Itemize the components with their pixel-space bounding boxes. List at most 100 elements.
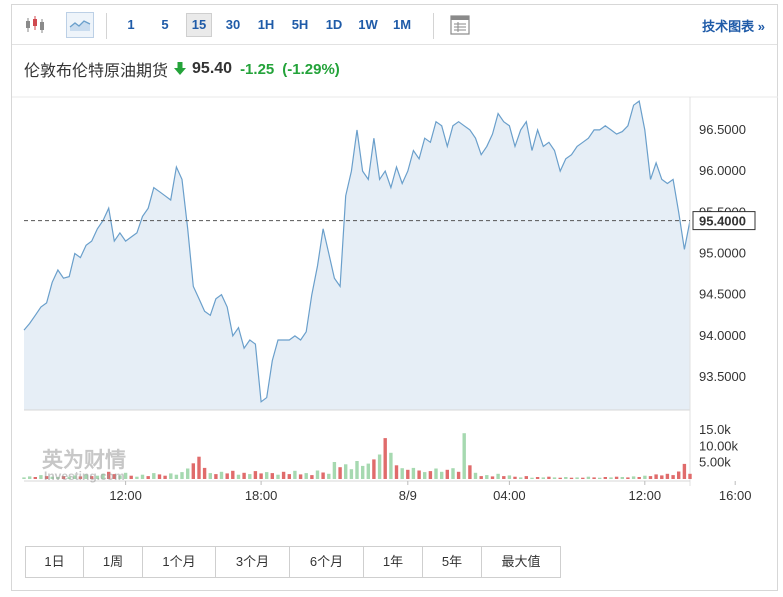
y-axis-ticks: 96.500096.000095.500095.000094.500094.00… <box>699 122 746 384</box>
volume-bar <box>496 473 500 479</box>
volume-bar <box>575 477 579 479</box>
volume-bar <box>541 477 545 479</box>
volume-bar <box>225 473 229 479</box>
volume-bar <box>530 477 534 479</box>
volume-bar <box>626 477 630 479</box>
volume-bar <box>677 471 681 479</box>
volume-bar <box>332 462 337 479</box>
timeframe-5[interactable]: 5 <box>161 17 169 32</box>
price-change: -1.25 <box>240 60 275 78</box>
timeframe-1[interactable]: 1 <box>127 17 135 32</box>
last-price: 95.40 <box>192 60 233 77</box>
volume-bar <box>180 472 184 479</box>
volume-bar <box>140 474 145 479</box>
volume-tick-label: 15.0k <box>699 422 731 437</box>
timeframe-1h[interactable]: 1H <box>257 17 275 32</box>
timeframe-1d[interactable]: 1D <box>325 17 343 32</box>
volume-bar <box>123 472 128 479</box>
y-tick-label: 95.0000 <box>699 246 746 261</box>
volume-bar <box>112 474 116 479</box>
investing-watermark: 英为财情 Investing.com <box>42 448 126 483</box>
volume-bar <box>417 470 421 479</box>
volume-bar <box>603 477 607 479</box>
volume-bars <box>22 433 692 479</box>
volume-bar <box>637 477 641 479</box>
volume-bar <box>56 477 60 479</box>
x-tick-label: 12:00 <box>109 488 142 503</box>
chart-toolbar: 1 5 15 30 1H 5H 1D 1W 1M 技术图表 » <box>12 5 777 45</box>
toolbar-divider <box>106 13 107 39</box>
volume-bar <box>394 465 399 479</box>
volume-bar <box>135 476 139 479</box>
volume-bar <box>129 475 133 479</box>
range-1d[interactable]: 1日 <box>26 547 84 577</box>
volume-bar <box>174 474 179 479</box>
range-6m[interactable]: 6个月 <box>290 547 364 577</box>
volume-bar <box>67 476 71 479</box>
volume-bar <box>61 476 66 479</box>
x-tick-label: 16:00 <box>719 488 752 503</box>
timeframe-15[interactable]: 15 <box>186 13 212 37</box>
volume-bar <box>169 473 173 479</box>
timeframe-5h[interactable]: 5H <box>291 17 309 32</box>
volume-bar <box>44 476 49 479</box>
timeframe-1m[interactable]: 1M <box>392 17 412 32</box>
y-tick-label: 96.0000 <box>699 163 746 178</box>
volume-bar <box>552 477 557 479</box>
volume-bar <box>107 471 111 479</box>
volume-bar <box>428 471 433 479</box>
volume-bar <box>479 476 483 479</box>
volume-bar <box>231 470 235 479</box>
volume-bar <box>643 475 647 479</box>
candlestick-chart-icon[interactable] <box>22 12 48 38</box>
volume-bar <box>214 474 218 479</box>
volume-bar <box>400 468 404 479</box>
volume-bar <box>665 473 670 479</box>
volume-bar <box>423 472 427 479</box>
y-tick-label: 93.5000 <box>699 369 746 384</box>
down-arrow-icon <box>174 62 187 75</box>
range-5y[interactable]: 5年 <box>423 547 482 577</box>
volume-bar <box>598 477 602 479</box>
volume-bar <box>293 470 297 479</box>
volume-bar <box>609 477 613 479</box>
watermark-cn: 英为财情 <box>42 448 126 472</box>
volume-bar <box>377 454 382 479</box>
volume-bar <box>259 473 263 479</box>
volume-bar <box>366 463 370 479</box>
volume-bar <box>434 468 438 479</box>
volume-bar <box>406 469 410 479</box>
volume-bar <box>84 474 88 479</box>
volume-bar <box>146 476 150 479</box>
volume-bar <box>519 477 523 479</box>
timeframe-1w[interactable]: 1W <box>358 17 378 32</box>
volume-bar <box>620 477 624 479</box>
volume-bar <box>186 468 190 479</box>
volume-bar <box>33 477 37 479</box>
volume-bar <box>202 467 207 479</box>
x-tick-label: 8/9 <box>399 488 417 503</box>
volume-bar <box>507 475 512 479</box>
range-max[interactable]: 最大值 <box>482 547 560 577</box>
range-1y[interactable]: 1年 <box>364 547 423 577</box>
volume-bar <box>304 473 308 479</box>
advanced-chart-link[interactable]: 技术图表 » <box>702 19 765 34</box>
volume-tick-label: 5.00k <box>699 455 731 470</box>
table-view-icon[interactable] <box>447 12 473 38</box>
range-1m[interactable]: 1个月 <box>143 547 216 577</box>
toolbar-divider <box>433 13 434 39</box>
volume-bar <box>28 476 32 479</box>
volume-bar <box>349 469 354 479</box>
volume-bar <box>242 472 246 479</box>
range-1w[interactable]: 1周 <box>84 547 143 577</box>
volume-bar <box>90 476 94 479</box>
timeframe-30[interactable]: 30 <box>225 17 241 32</box>
volume-bar <box>372 459 376 479</box>
volume-bar <box>208 473 212 479</box>
watermark-en: Investing.com <box>44 469 125 483</box>
volume-bar <box>513 476 517 479</box>
range-3m[interactable]: 3个月 <box>216 547 290 577</box>
volume-bar <box>682 463 687 479</box>
area-chart-icon[interactable] <box>66 12 94 38</box>
